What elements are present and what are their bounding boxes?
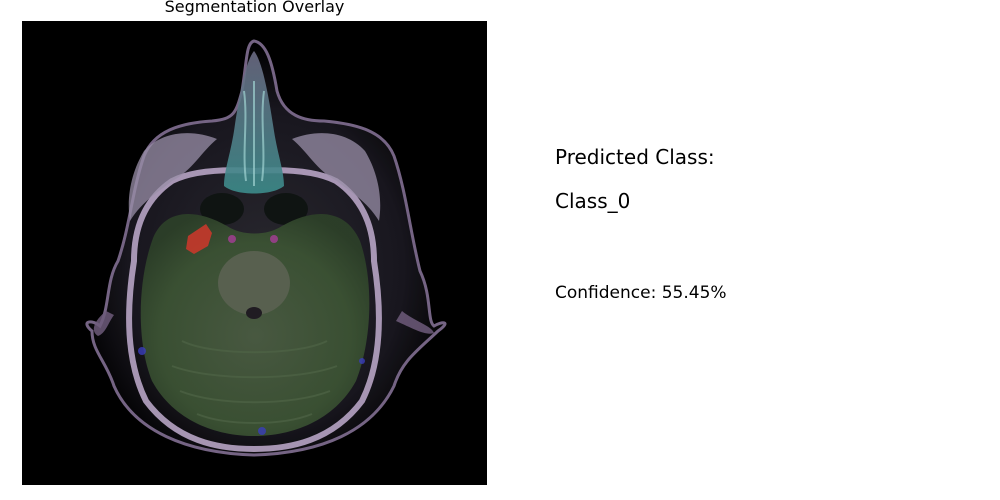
figure-title: Segmentation Overlay — [164, 0, 345, 16]
left-ear — [93, 311, 114, 336]
nasal-septum-lines — [243, 80, 265, 186]
blue-speckle — [138, 347, 146, 355]
blue-speckle — [359, 358, 365, 364]
brainstem — [218, 251, 290, 315]
predicted-class-heading: Predicted Class: — [555, 145, 715, 169]
right-sinus-shadow — [264, 193, 308, 225]
right-ear — [396, 311, 434, 334]
cerebellum-folia — [171, 340, 338, 424]
blue-speckle — [258, 427, 266, 435]
left-temporal-bone — [128, 133, 217, 221]
skull-rim — [126, 167, 382, 453]
segmentation-overlay-image — [22, 21, 487, 485]
fourth-ventricle — [246, 307, 262, 319]
confidence-value: 55.45% — [661, 283, 727, 303]
segmentation-lesion-red — [186, 224, 212, 254]
vessel-speckle-left — [228, 235, 236, 243]
confidence-text: Confidence: 55.45% — [555, 283, 727, 303]
brain-mri-overlay-graphic — [22, 21, 487, 485]
predicted-class-value: Class_0 — [555, 189, 631, 213]
brain-tissue-overlay — [140, 214, 370, 436]
left-sinus-shadow — [200, 193, 244, 225]
vessel-speckle-right — [270, 235, 278, 243]
confidence-label: Confidence: — [555, 283, 657, 303]
right-temporal-bone — [292, 133, 381, 221]
